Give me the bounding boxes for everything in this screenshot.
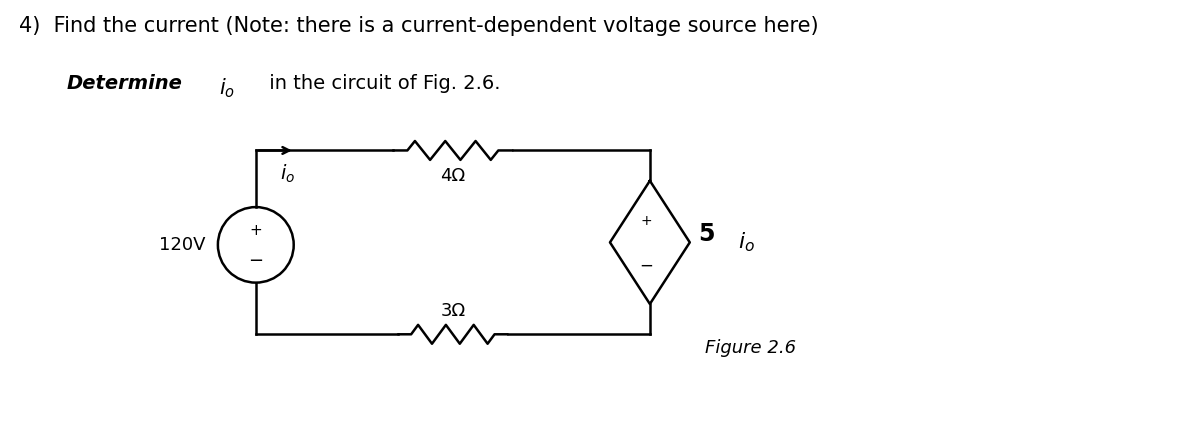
Text: 3Ω: 3Ω bbox=[440, 303, 466, 320]
Text: +: + bbox=[250, 223, 262, 239]
Text: $i_o$: $i_o$ bbox=[738, 231, 755, 254]
Text: $\mathbf{5}$: $\mathbf{5}$ bbox=[697, 222, 715, 247]
Text: +: + bbox=[640, 214, 652, 227]
Text: 4)  Find the current (Note: there is a current-dependent voltage source here): 4) Find the current (Note: there is a cu… bbox=[19, 16, 818, 36]
Text: $i_o$: $i_o$ bbox=[218, 76, 235, 100]
Text: −: − bbox=[248, 252, 263, 270]
Text: 120V: 120V bbox=[160, 236, 206, 254]
Text: in the circuit of Fig. 2.6.: in the circuit of Fig. 2.6. bbox=[263, 74, 500, 93]
Text: $i_o$: $i_o$ bbox=[280, 162, 295, 185]
Text: 4Ω: 4Ω bbox=[440, 167, 466, 186]
Text: −: − bbox=[638, 256, 653, 274]
Text: Figure 2.6: Figure 2.6 bbox=[704, 339, 796, 357]
Text: Determine: Determine bbox=[66, 74, 182, 93]
